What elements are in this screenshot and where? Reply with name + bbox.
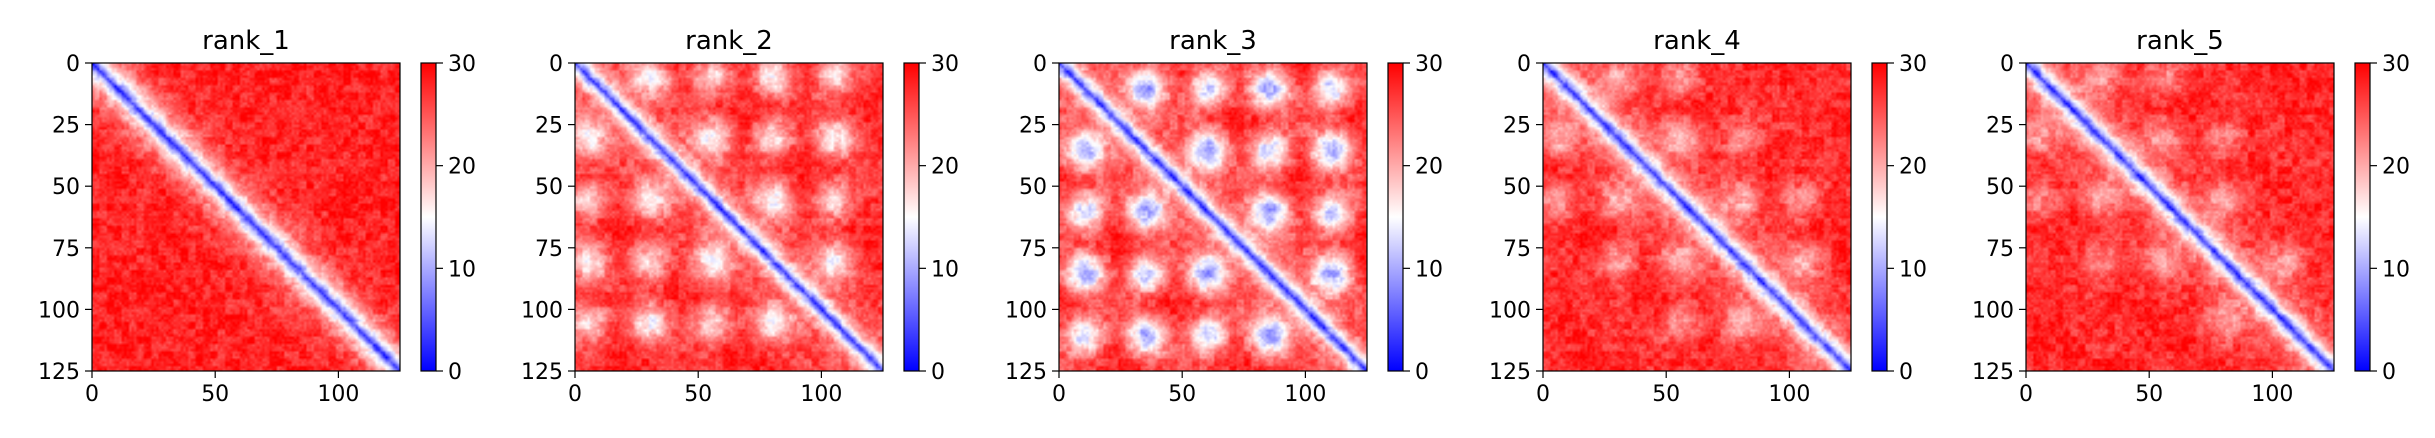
colorbar-tick-label: 0 bbox=[1415, 360, 1429, 385]
colorbar bbox=[1387, 62, 1404, 372]
chart-title: rank_1 bbox=[202, 26, 290, 56]
colorbar-tick-label: 20 bbox=[931, 155, 959, 180]
colorbar bbox=[420, 62, 437, 372]
axes-frame bbox=[91, 62, 401, 372]
y-tick-label: 50 bbox=[535, 175, 563, 200]
colorbar-tick-label: 10 bbox=[931, 257, 959, 282]
x-tick-label: 100 bbox=[1768, 382, 1810, 407]
x-tick-label: 0 bbox=[1052, 382, 1066, 407]
x-tick-label: 50 bbox=[1652, 382, 1680, 407]
colorbar-tick-label: 20 bbox=[448, 155, 476, 180]
y-tick-label: 125 bbox=[521, 360, 563, 385]
y-tick-label: 75 bbox=[535, 237, 563, 262]
y-tick-label: 25 bbox=[52, 114, 80, 139]
y-tick-label: 75 bbox=[1019, 237, 1047, 262]
y-tick-label: 0 bbox=[549, 52, 563, 77]
axes-frame bbox=[1542, 62, 1852, 372]
chart-title: rank_4 bbox=[1653, 26, 1741, 56]
colorbar-tick-label: 30 bbox=[1415, 52, 1443, 77]
axes-frame bbox=[574, 62, 884, 372]
x-tick-label: 50 bbox=[684, 382, 712, 407]
colorbar-tick-label: 30 bbox=[931, 52, 959, 77]
heatmap-image bbox=[2026, 63, 2334, 371]
x-tick-label: 0 bbox=[1536, 382, 1550, 407]
colorbar-tick-label: 10 bbox=[448, 257, 476, 282]
colorbar-tick-label: 30 bbox=[2382, 52, 2410, 77]
colorbar-tick-label: 0 bbox=[448, 360, 462, 385]
colorbar-tick-label: 20 bbox=[2382, 155, 2410, 180]
y-tick-label: 25 bbox=[1019, 114, 1047, 139]
colorbar-tick-label: 0 bbox=[931, 360, 945, 385]
x-tick-label: 0 bbox=[2019, 382, 2033, 407]
colorbar bbox=[903, 62, 920, 372]
axes-frame bbox=[1058, 62, 1368, 372]
colorbar-tick-label: 10 bbox=[1415, 257, 1443, 282]
colorbar bbox=[2354, 62, 2371, 372]
x-tick-label: 0 bbox=[85, 382, 99, 407]
y-tick-label: 50 bbox=[1019, 175, 1047, 200]
y-tick-label: 100 bbox=[1489, 298, 1531, 323]
chart-title: rank_3 bbox=[1169, 26, 1257, 56]
y-tick-label: 125 bbox=[1489, 360, 1531, 385]
x-tick-label: 100 bbox=[2251, 382, 2293, 407]
y-tick-label: 125 bbox=[38, 360, 80, 385]
colorbar-tick-label: 20 bbox=[1899, 155, 1927, 180]
x-tick-label: 100 bbox=[317, 382, 359, 407]
y-tick-label: 75 bbox=[1503, 237, 1531, 262]
heatmap-image bbox=[575, 63, 883, 371]
colorbar-tick-label: 10 bbox=[2382, 257, 2410, 282]
colorbar-tick-label: 0 bbox=[1899, 360, 1913, 385]
y-tick-label: 50 bbox=[52, 175, 80, 200]
y-tick-label: 0 bbox=[2000, 52, 2014, 77]
heatmap-image bbox=[92, 63, 400, 371]
x-tick-label: 50 bbox=[201, 382, 229, 407]
colorbar-tick-label: 20 bbox=[1415, 155, 1443, 180]
y-tick-label: 125 bbox=[1005, 360, 1047, 385]
y-tick-label: 25 bbox=[535, 114, 563, 139]
heatmap-image bbox=[1059, 63, 1367, 371]
heatmap-image bbox=[1543, 63, 1851, 371]
y-tick-label: 100 bbox=[1005, 298, 1047, 323]
y-tick-label: 75 bbox=[1986, 237, 2014, 262]
y-tick-label: 0 bbox=[1517, 52, 1531, 77]
y-tick-label: 125 bbox=[1972, 360, 2014, 385]
y-tick-label: 100 bbox=[1972, 298, 2014, 323]
y-tick-label: 0 bbox=[66, 52, 80, 77]
chart-title: rank_5 bbox=[2136, 26, 2224, 56]
x-tick-label: 0 bbox=[568, 382, 582, 407]
axes-frame bbox=[2025, 62, 2335, 372]
x-tick-label: 50 bbox=[2135, 382, 2163, 407]
y-tick-label: 100 bbox=[38, 298, 80, 323]
colorbar bbox=[1871, 62, 1888, 372]
y-tick-label: 25 bbox=[1503, 114, 1531, 139]
y-tick-label: 100 bbox=[521, 298, 563, 323]
colorbar-tick-label: 10 bbox=[1899, 257, 1927, 282]
chart-title: rank_2 bbox=[685, 26, 773, 56]
y-tick-label: 50 bbox=[1503, 175, 1531, 200]
x-tick-label: 100 bbox=[800, 382, 842, 407]
y-tick-label: 50 bbox=[1986, 175, 2014, 200]
y-tick-label: 0 bbox=[1033, 52, 1047, 77]
colorbar-tick-label: 30 bbox=[1899, 52, 1927, 77]
y-tick-label: 25 bbox=[1986, 114, 2014, 139]
colorbar-tick-label: 0 bbox=[2382, 360, 2396, 385]
x-tick-label: 50 bbox=[1168, 382, 1196, 407]
x-tick-label: 100 bbox=[1284, 382, 1326, 407]
colorbar-tick-label: 30 bbox=[448, 52, 476, 77]
y-tick-label: 75 bbox=[52, 237, 80, 262]
